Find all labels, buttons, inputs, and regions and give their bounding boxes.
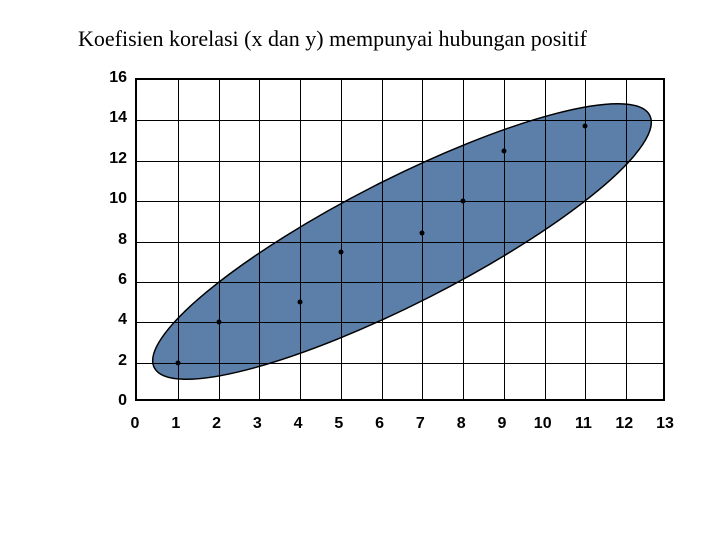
x-tick-label: 2 <box>212 415 221 433</box>
gridline-horizontal <box>137 363 663 364</box>
y-tick-label: 2 <box>97 352 127 370</box>
y-tick-label: 12 <box>97 150 127 168</box>
gridline-vertical <box>422 80 423 399</box>
gridline-horizontal <box>137 161 663 162</box>
gridline-vertical <box>341 80 342 399</box>
y-tick-label: 4 <box>97 311 127 329</box>
gridline-horizontal <box>137 201 663 202</box>
gridline-vertical <box>300 80 301 399</box>
y-tick-label: 8 <box>97 231 127 249</box>
gridline-horizontal <box>137 242 663 243</box>
gridline-vertical <box>545 80 546 399</box>
data-point <box>420 231 425 236</box>
x-tick-label: 10 <box>534 415 552 433</box>
x-tick-label: 3 <box>253 415 262 433</box>
plot-area <box>135 78 665 401</box>
x-tick-label: 11 <box>575 415 592 433</box>
gridline-vertical <box>382 80 383 399</box>
y-tick-label: 16 <box>97 69 127 87</box>
gridline-vertical <box>219 80 220 399</box>
x-tick-label: 4 <box>294 415 303 433</box>
data-point <box>298 300 303 305</box>
gridline-vertical <box>504 80 505 399</box>
y-tick-label: 10 <box>97 190 127 208</box>
data-point <box>338 249 343 254</box>
x-tick-label: 7 <box>416 415 425 433</box>
gridline-horizontal <box>137 120 663 121</box>
chart-title: Koefisien korelasi (x dan y) mempunyai h… <box>78 26 587 52</box>
gridline-horizontal <box>137 282 663 283</box>
x-tick-label: 9 <box>497 415 506 433</box>
x-tick-label: 0 <box>131 415 140 433</box>
x-tick-label: 5 <box>334 415 343 433</box>
x-tick-label: 8 <box>457 415 466 433</box>
x-tick-label: 13 <box>656 415 674 433</box>
gridline-vertical <box>626 80 627 399</box>
gridline-vertical <box>259 80 260 399</box>
x-tick-label: 1 <box>171 415 180 433</box>
data-point <box>216 320 221 325</box>
y-tick-label: 0 <box>97 392 127 410</box>
data-point <box>175 360 180 365</box>
data-point <box>583 124 588 129</box>
x-tick-label: 6 <box>375 415 384 433</box>
gridline-vertical <box>463 80 464 399</box>
x-tick-label: 12 <box>615 415 633 433</box>
data-point <box>461 199 466 204</box>
y-tick-label: 6 <box>97 271 127 289</box>
y-tick-label: 14 <box>97 109 127 127</box>
data-point <box>501 148 506 153</box>
gridline-vertical <box>178 80 179 399</box>
